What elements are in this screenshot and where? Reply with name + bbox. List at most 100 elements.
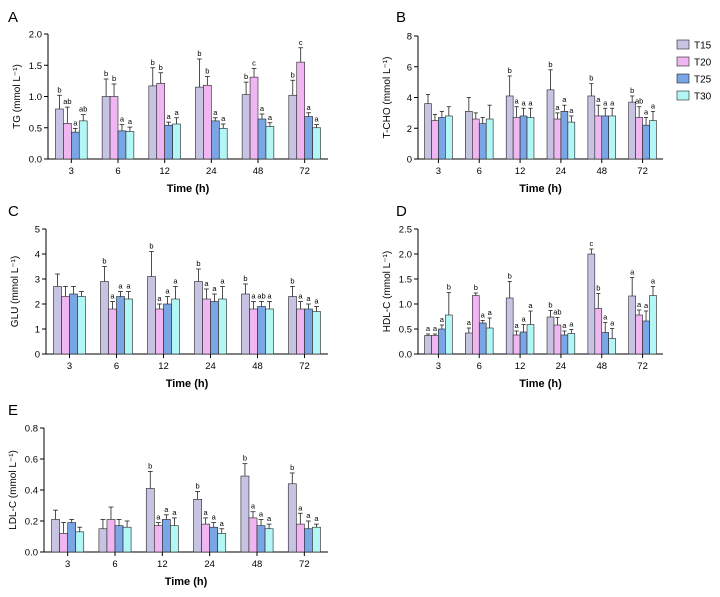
bar <box>438 117 446 160</box>
bar <box>63 123 72 160</box>
significance-label: b <box>148 461 152 470</box>
bar <box>642 124 650 160</box>
significance-label: a <box>165 287 170 296</box>
bar <box>122 526 132 553</box>
significance-label: a <box>644 301 649 310</box>
bar <box>512 117 521 160</box>
significance-label: b <box>244 72 248 81</box>
x-tick-label: 72 <box>637 166 648 177</box>
bar <box>587 95 596 160</box>
significance-label: ab <box>257 292 265 301</box>
significance-label: a <box>260 104 265 113</box>
bar <box>295 523 305 553</box>
bar <box>218 298 227 355</box>
bar <box>164 124 173 160</box>
legend-label: T25 <box>694 75 712 86</box>
significance-label: a <box>314 297 319 306</box>
x-tick-label: 72 <box>637 361 648 372</box>
significance-label: a <box>630 268 635 277</box>
x-tick-label: 12 <box>515 166 526 177</box>
x-tick-label: 48 <box>596 166 607 177</box>
y-tick-label: 0.5 <box>399 325 412 336</box>
significance-label: a <box>204 279 209 288</box>
bar <box>553 324 562 355</box>
bar <box>594 308 603 355</box>
y-tick-label: 0.4 <box>25 486 38 497</box>
bar <box>55 108 64 160</box>
bar <box>567 333 576 355</box>
significance-label: a <box>306 294 311 303</box>
x-tick-label: 3 <box>69 166 74 177</box>
significance-label: a <box>603 98 608 107</box>
y-tick-label: 8 <box>407 32 412 43</box>
bar <box>256 525 266 553</box>
significance-label: a <box>440 315 445 324</box>
bar <box>512 334 521 355</box>
y-tick-label: 1.0 <box>399 300 412 311</box>
bar <box>546 316 555 355</box>
significance-label: a <box>314 115 319 124</box>
significance-label: a <box>212 284 217 293</box>
bar <box>201 523 210 553</box>
bar <box>217 533 227 553</box>
bar <box>109 96 119 160</box>
significance-label: a <box>251 292 256 301</box>
y-tick-label: 0.0 <box>29 155 42 166</box>
bar <box>195 86 204 160</box>
significance-label: a <box>120 115 125 124</box>
bar <box>312 526 321 553</box>
y-tick-label: 1.0 <box>29 92 42 103</box>
significance-label: a <box>515 97 520 106</box>
x-tick-label: 24 <box>204 559 215 570</box>
bar <box>445 115 453 160</box>
significance-label: b <box>474 283 478 292</box>
significance-label: b <box>243 454 247 463</box>
panel-label: B <box>396 9 406 26</box>
bar <box>51 519 60 553</box>
bar <box>478 123 487 160</box>
y-tick-label: 6 <box>407 62 412 73</box>
bar <box>424 103 432 160</box>
bar <box>117 130 127 160</box>
x-axis-label: Time (h) <box>165 576 208 588</box>
y-tick-label: 4 <box>407 93 412 104</box>
y-tick-label: 0.6 <box>25 455 38 466</box>
bar <box>257 306 266 355</box>
x-tick-label: 12 <box>157 559 168 570</box>
bar <box>194 281 203 355</box>
bar <box>553 118 562 160</box>
significance-label: a <box>515 321 520 330</box>
y-tick-label: 2.0 <box>399 250 412 261</box>
x-tick-label: 48 <box>253 166 264 177</box>
bar <box>240 475 250 553</box>
x-tick-label: 6 <box>477 361 482 372</box>
legend-swatch <box>676 90 690 101</box>
y-tick-label: 2.5 <box>399 225 412 236</box>
significance-label: a <box>298 503 303 512</box>
significance-label: b <box>508 66 512 75</box>
significance-label: a <box>173 277 178 286</box>
bar <box>519 115 528 160</box>
significance-label: b <box>196 482 200 491</box>
significance-label: a <box>644 107 649 116</box>
significance-label: a <box>467 318 472 327</box>
bar <box>203 84 212 160</box>
bar <box>485 327 494 355</box>
significance-label: c <box>589 239 593 248</box>
bar <box>108 308 117 355</box>
bar <box>594 115 603 160</box>
bar <box>628 101 636 160</box>
x-tick-label: 12 <box>158 361 169 372</box>
bar <box>472 295 480 355</box>
significance-label: b <box>102 257 106 266</box>
panel-label: E <box>8 402 18 419</box>
x-tick-label: 6 <box>115 166 120 177</box>
y-tick-label: 1.5 <box>29 61 42 72</box>
bar <box>635 314 643 355</box>
bar <box>241 94 251 160</box>
bar <box>248 517 258 553</box>
bar <box>53 286 62 355</box>
bar <box>78 120 88 160</box>
x-tick-label: 24 <box>205 361 216 372</box>
bar <box>438 328 446 355</box>
